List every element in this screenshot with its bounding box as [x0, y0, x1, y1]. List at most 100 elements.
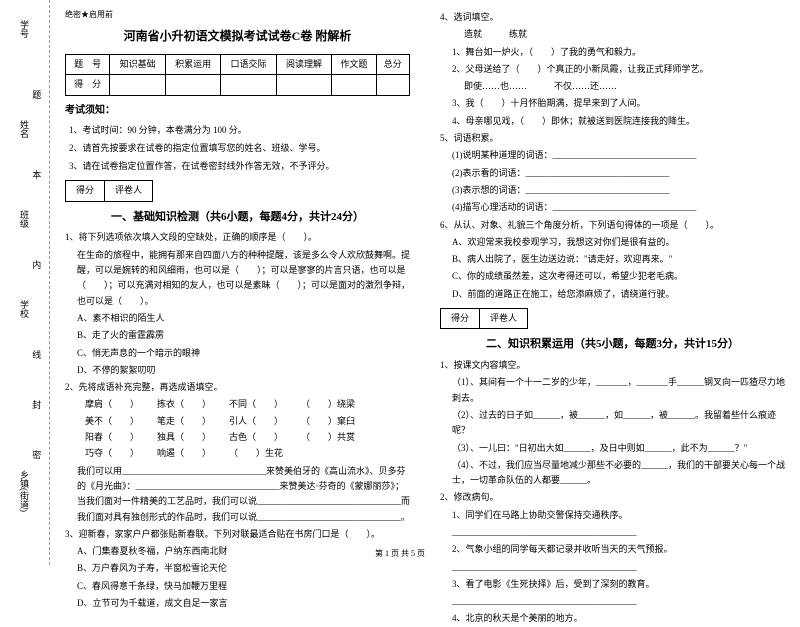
notice-item: 1、考试时间：90 分钟，本卷满分为 100 分。: [65, 123, 410, 138]
side-label-town: 乡镇(街道): [18, 470, 31, 512]
td: [332, 75, 376, 95]
fill-item: 4、北京的秋天是个美丽的地方。: [440, 611, 785, 626]
fill-item: （3）、一儿曰："日初出大如______，及日中则如______，此不为____…: [440, 441, 785, 456]
th: 阅读理解: [276, 54, 331, 74]
notice-item: 3、请在试卷指定位置作答，在试卷密封线外作答无效，不予评分。: [65, 159, 410, 174]
fill-item: (4)描写心理活动的词语：___________________________…: [440, 200, 785, 215]
opt-row: 巧夺（ ） 响遏（ ） （ ）生花: [65, 446, 410, 461]
word-pair: 即使……也…… 不仅……还……: [440, 79, 785, 94]
question: 2、先将成语补充完整，再选成语填空。: [65, 380, 410, 395]
side-label-school: 学校: [18, 300, 31, 318]
opt-row: 美不（ ） 笔走（ ） 引人（ ） （ ）窠臼: [65, 414, 410, 429]
option: C、你的成绩虽然差，这次考得还可以，希望少犯老毛病。: [440, 269, 785, 284]
fill-item: （4）、不过，我们应当尽量地减少那些不必要的______，我们的干部要关心每一个…: [440, 458, 785, 489]
fill-item: 3、我（ ）十月怀胎期满，提早来到了人间。: [440, 96, 785, 111]
td: [221, 75, 276, 95]
opt: 不同（ ）: [229, 397, 283, 412]
opt: 笔走（ ）: [157, 414, 211, 429]
fill-item: ________________________________________…: [440, 594, 785, 609]
opt-row: 摩肩（ ） 拣衣（ ） 不同（ ） （ ）绕梁: [65, 397, 410, 412]
score-box: 得分 评卷人: [65, 180, 410, 201]
td: 得 分: [66, 75, 110, 95]
td: [276, 75, 331, 95]
section-title: 一、基础知识检测（共6小题，每题4分，共计24分）: [65, 208, 410, 227]
option: A、门集春夏秋冬福，户纳东西南北财: [65, 544, 410, 559]
opt: 拣衣（ ）: [157, 397, 211, 412]
question: 4、选词填空。: [440, 10, 785, 25]
confidential-label: 绝密★启用前: [65, 8, 410, 22]
opt: （ ）绕梁: [301, 397, 355, 412]
option: D、不停的絮絮叨叨: [65, 363, 410, 378]
fill-item: 3、看了电影《生死抉择》后，受到了深刻的教育。: [440, 577, 785, 592]
option: B、走了火的雷霆霹雳: [65, 328, 410, 343]
side-label-class: 班级: [18, 210, 31, 228]
side-label-id: 学号: [18, 20, 31, 38]
side-marker: 题: [30, 90, 43, 99]
question: 1、将下列选项依次填入文段的空缺处，正确的顺序是（ ）。: [65, 230, 410, 245]
option: C、悄无声息的一个暗示的眼神: [65, 346, 410, 361]
notice-title: 考试须知：: [65, 102, 410, 119]
fill-item: (3)表示想的词语：______________________________…: [440, 183, 785, 198]
section-title: 二、知识积累运用（共5小题，每题3分，共计15分）: [440, 335, 785, 354]
exam-title: 河南省小升初语文模拟考试试卷C卷 附解析: [65, 26, 410, 46]
opt: 美不（ ）: [85, 414, 139, 429]
fill-item: 2、父母送给了（ ）个真正的小新凤霞，让我正式拜师学艺。: [440, 62, 785, 77]
opt: 响遏（ ）: [157, 446, 211, 461]
opt: 摩肩（ ）: [85, 397, 139, 412]
table-row: 题 号 知识基础 积累运用 口语交际 阅读理解 作文题 总分: [66, 54, 410, 74]
score-cell: 评卷人: [105, 180, 153, 201]
option: A、欢迎常来我校参观学习，我想这对你们是很有益的。: [440, 235, 785, 250]
side-marker: 本: [30, 170, 43, 179]
side-marker: 封: [30, 400, 43, 409]
fill-text: 我们可以用________________________________来赞美…: [65, 464, 410, 525]
td: [110, 75, 165, 95]
th: 作文题: [332, 54, 376, 74]
table-row: 得 分: [66, 75, 410, 95]
opt-row: 阳春（ ） 独具（ ） 古色（ ） （ ）共赏: [65, 430, 410, 445]
fill-item: ________________________________________…: [440, 525, 785, 540]
option: D、前面的道路正在施工，给您添麻烦了，请绕道行驶。: [440, 287, 785, 302]
option: A、素不相识的陌生人: [65, 311, 410, 326]
question: 1、按课文内容填空。: [440, 358, 785, 373]
side-marker: 密: [30, 450, 43, 459]
question: 3、迎新春，家家户户都张贴新春联。下列对联最适合贴在书房门口是（ ）。: [65, 527, 410, 542]
side-marker: 内: [30, 260, 43, 269]
question: 5、词语积累。: [440, 131, 785, 146]
question: 6、从认、对象、礼貌三个角度分析，下列语句得体的一项是（ ）。: [440, 218, 785, 233]
td: [376, 75, 409, 95]
fill-item: (1)说明某种道理的词语：___________________________…: [440, 148, 785, 163]
score-cell: 得分: [440, 308, 480, 329]
page-footer: 第 1 页 共 5 页: [375, 548, 425, 559]
th: 积累运用: [165, 54, 220, 74]
th: 总分: [376, 54, 409, 74]
notice-item: 2、请首先按要求在试卷的指定位置填写您的姓名、班级、学号。: [65, 141, 410, 156]
th: 题 号: [66, 54, 110, 74]
option: C、春风得意千条绿，快马加鞭万里程: [65, 579, 410, 594]
opt: （ ）窠臼: [301, 414, 355, 429]
side-marker: 线: [30, 350, 43, 359]
fill-item: （2）、过去的日子如______，被______，如______，被______…: [440, 408, 785, 439]
score-box: 得分 评卷人: [440, 308, 785, 329]
opt: （ ）生花: [229, 446, 283, 461]
th: 口语交际: [221, 54, 276, 74]
score-cell: 评卷人: [480, 308, 528, 329]
score-table: 题 号 知识基础 积累运用 口语交际 阅读理解 作文题 总分 得 分: [65, 54, 410, 96]
th: 知识基础: [110, 54, 165, 74]
option: B、万户春风为子寿，半窗松雪论天伦: [65, 561, 410, 576]
right-column: 4、选词填空。 造就 练就 1、舞台如一炉火，（ ）了我的勇气和毅力。 2、父母…: [425, 0, 800, 565]
fill-item: 2、气象小组的同学每天都记录并收听当天的天气预报。: [440, 542, 785, 557]
fill-item: 1、舞台如一炉火，（ ）了我的勇气和毅力。: [440, 45, 785, 60]
opt: 引人（ ）: [229, 414, 283, 429]
opt: （ ）共赏: [301, 430, 355, 445]
opt: 独具（ ）: [157, 430, 211, 445]
fill-item: ________________________________________…: [440, 560, 785, 575]
option: B、病人出院了，医生边送边说："请走好，欢迎再来。": [440, 252, 785, 267]
binding-column: 学号 题 姓名 本 班级 内 学校 线 封 乡镇(街道) 密: [0, 0, 50, 565]
opt: 古色（ ）: [229, 430, 283, 445]
fill-item: (2)表示看的词语：______________________________…: [440, 166, 785, 181]
opt: 阳春（ ）: [85, 430, 139, 445]
fill-item: 4、母亲哪见戏，（ ）即休；就被送到医院连接我的降生。: [440, 114, 785, 129]
question-text: 在生命的旅程中，能拥有那来自四面八方的种种提醒，该是多么令人欢欣鼓舞啊。提醒，可…: [65, 248, 410, 309]
opt: 巧夺（ ）: [85, 446, 139, 461]
fill-item: （1）、其间有一个十一二岁的少年，_______，_______手______钢…: [440, 375, 785, 406]
